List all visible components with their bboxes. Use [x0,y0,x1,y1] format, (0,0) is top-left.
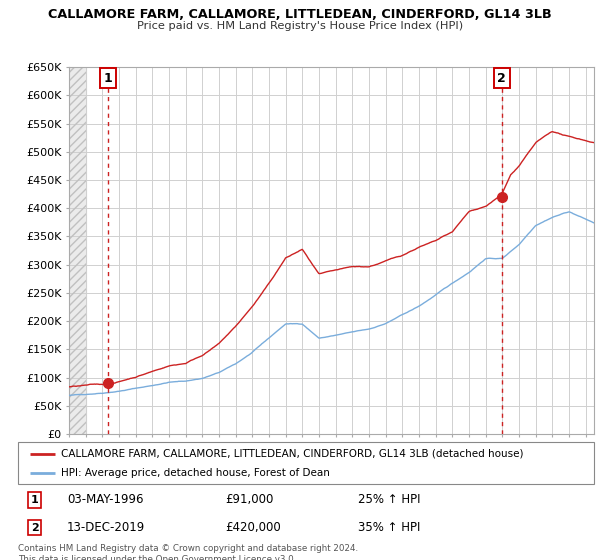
Text: 13-DEC-2019: 13-DEC-2019 [67,521,145,534]
Text: CALLAMORE FARM, CALLAMORE, LITTLEDEAN, CINDERFORD, GL14 3LB: CALLAMORE FARM, CALLAMORE, LITTLEDEAN, C… [48,8,552,21]
Bar [69,67,86,434]
Text: 2: 2 [497,72,506,85]
Text: £420,000: £420,000 [226,521,281,534]
Bar [69,67,86,434]
Text: £91,000: £91,000 [226,493,274,506]
Text: HPI: Average price, detached house, Forest of Dean: HPI: Average price, detached house, Fore… [61,468,330,478]
Text: 2: 2 [31,522,38,533]
Text: 25% ↑ HPI: 25% ↑ HPI [358,493,421,506]
Text: 1: 1 [31,495,38,505]
Text: CALLAMORE FARM, CALLAMORE, LITTLEDEAN, CINDERFORD, GL14 3LB (detached house): CALLAMORE FARM, CALLAMORE, LITTLEDEAN, C… [61,449,524,459]
Text: Contains HM Land Registry data © Crown copyright and database right 2024.
This d: Contains HM Land Registry data © Crown c… [18,544,358,560]
Text: 03-MAY-1996: 03-MAY-1996 [67,493,143,506]
Text: Price paid vs. HM Land Registry's House Price Index (HPI): Price paid vs. HM Land Registry's House … [137,21,463,31]
Text: 1: 1 [104,72,113,85]
Text: 35% ↑ HPI: 35% ↑ HPI [358,521,420,534]
